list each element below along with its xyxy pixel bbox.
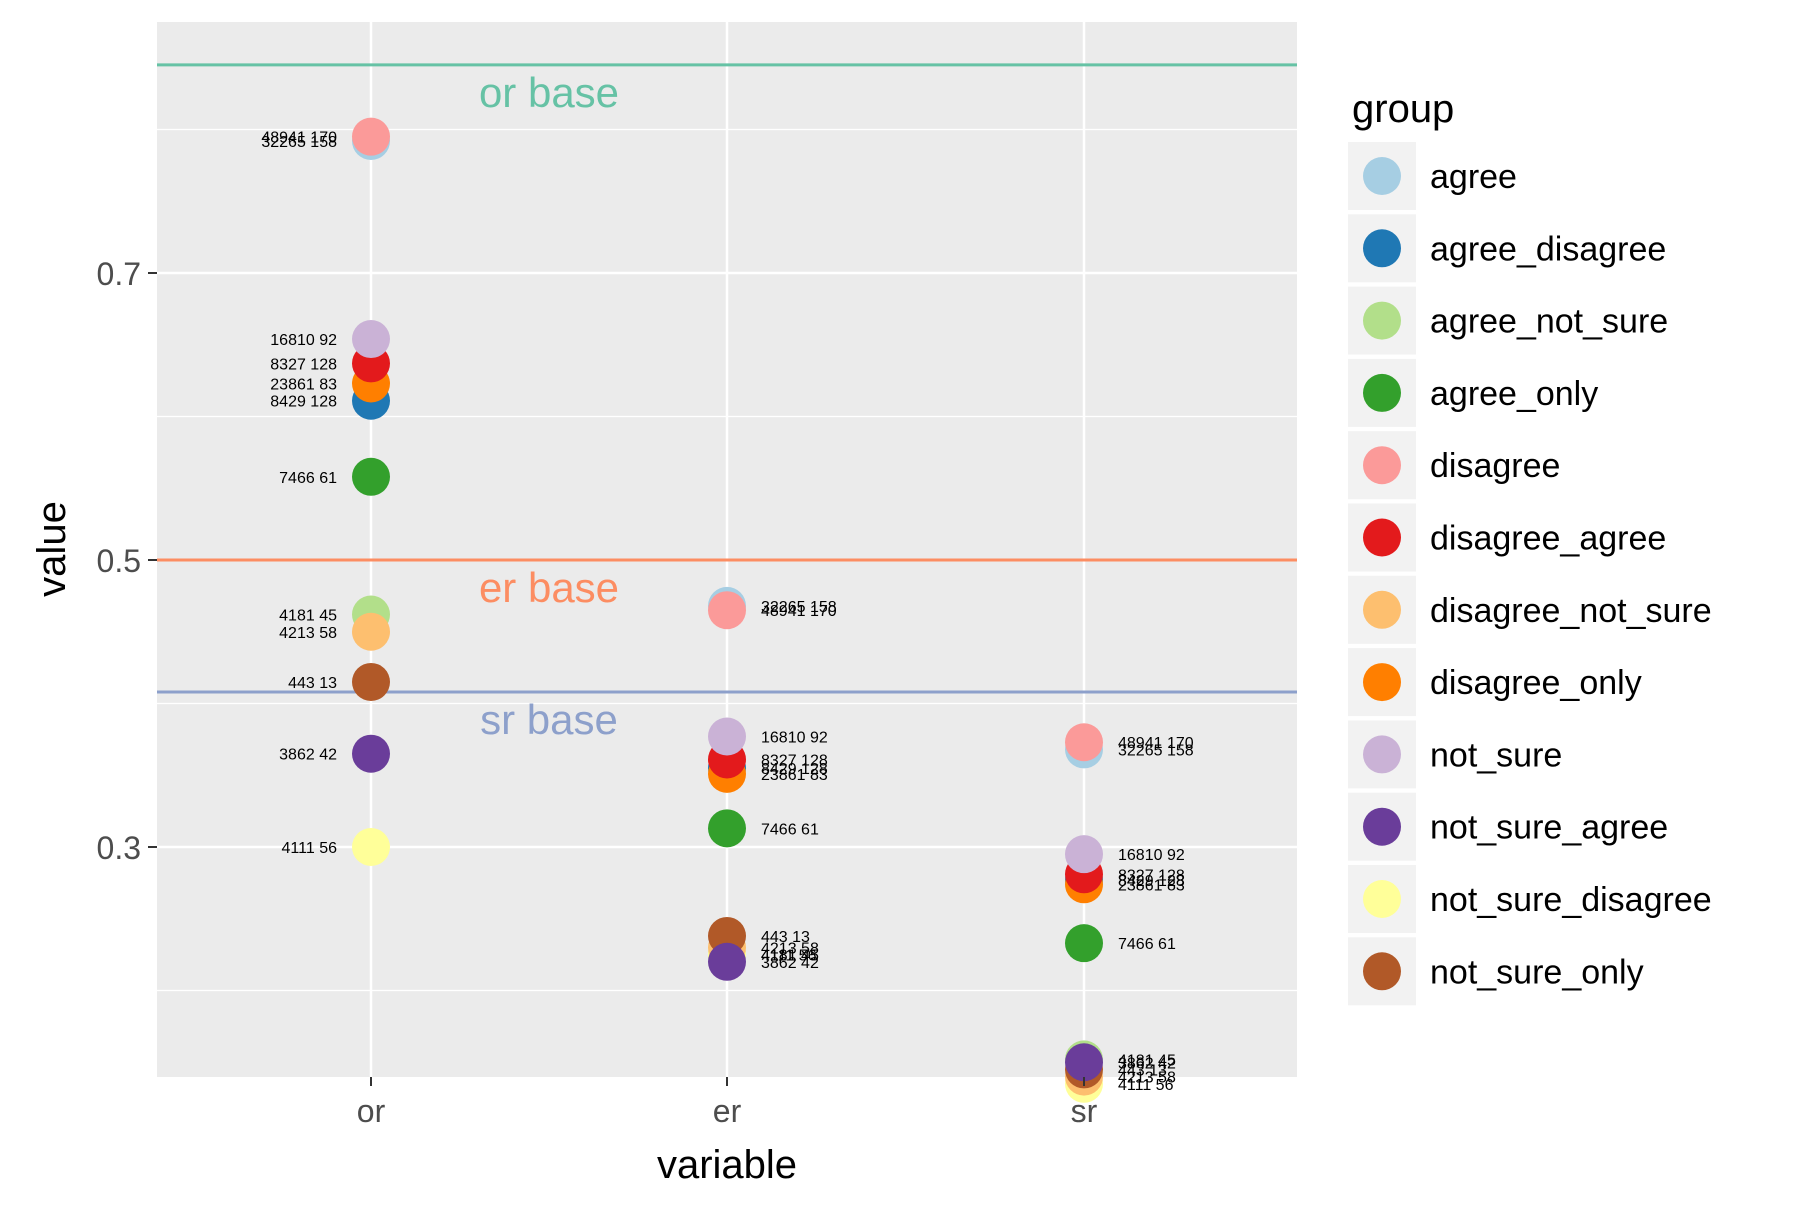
legend-swatch: [1363, 446, 1401, 485]
point-label: 23861 83: [1118, 877, 1185, 894]
point-label: 3862 42: [279, 747, 337, 764]
data-point: [352, 612, 390, 651]
data-point: [352, 662, 390, 701]
data-point: [352, 117, 390, 156]
data-point: [1065, 1043, 1103, 1082]
y-tick-label: 0.5: [97, 543, 141, 579]
point-label: 443 13: [1118, 1062, 1167, 1079]
reference-line-label: or base: [479, 69, 619, 116]
legend-swatch: [1363, 880, 1401, 918]
point-label: 32265 158: [761, 599, 837, 616]
point-label: 443 13: [288, 675, 337, 692]
point-label: 16810 92: [270, 332, 337, 349]
point-label: 443 13: [761, 929, 810, 946]
point-label: 48941 170: [1118, 735, 1194, 752]
legend-label: agree_disagree: [1430, 230, 1666, 268]
legend-title: group: [1352, 87, 1454, 131]
data-point: [708, 942, 746, 981]
point-label: 8327 128: [761, 752, 828, 769]
point-label: 32265 158: [1118, 742, 1194, 759]
legend-label: disagree_agree: [1430, 520, 1666, 558]
point-label: 48941 170: [261, 130, 337, 147]
legend-swatch: [1363, 229, 1401, 268]
point-label: 4181 45: [279, 608, 337, 625]
legend-swatch: [1363, 807, 1401, 846]
point-label: 4111 56: [1118, 1077, 1174, 1094]
point-label: 4111 56: [761, 948, 817, 965]
legend: group agree agree_disagree agree_not_surea…: [1348, 87, 1712, 1006]
legend-label: agree: [1430, 158, 1517, 196]
point-label: 16810 92: [761, 730, 828, 747]
data-point: [352, 457, 390, 496]
data-point: [1065, 835, 1103, 874]
legend-label: not_sure: [1430, 736, 1562, 774]
data-point: [352, 734, 390, 773]
point-label: 8327 128: [1118, 867, 1185, 884]
data-points: [352, 117, 1103, 1103]
legend-swatch: [1363, 518, 1401, 557]
legend-label: agree_not_sure: [1430, 303, 1668, 341]
legend-swatch: [1363, 590, 1401, 629]
legend-label: not_sure_only: [1430, 953, 1644, 991]
x-tick-label: sr: [1071, 1093, 1098, 1129]
point-label: 8429 128: [1118, 873, 1185, 890]
data-point: [1065, 924, 1103, 963]
data-point: [708, 717, 746, 756]
point-label: 4181 45: [1118, 1052, 1176, 1069]
data-point: [708, 809, 746, 848]
legend-label: disagree: [1430, 447, 1560, 485]
reference-lines: or base er base sr base: [157, 63, 1297, 743]
point-label: 48941 170: [761, 603, 837, 620]
point-label: 23861 83: [761, 767, 828, 784]
legend-swatch: [1363, 157, 1401, 195]
point-label: 4181 45: [761, 948, 819, 965]
x-tick-label: er: [713, 1093, 742, 1129]
legend-swatch: [1363, 735, 1401, 774]
point-label: 4111 56: [282, 840, 338, 857]
point-label: 3862 42: [1118, 1055, 1176, 1072]
data-point: [352, 828, 390, 866]
data-point: [352, 320, 390, 359]
x-tick-label: or: [357, 1093, 386, 1129]
point-labels: 32265 158 32265 158 32265 158 8429 128 8429 …: [261, 130, 1193, 1094]
point-label: 8429 128: [761, 761, 828, 778]
point-label: 4213 58: [1118, 1070, 1176, 1087]
point-label: 32265 158: [261, 134, 337, 151]
point-label: 7466 61: [1118, 936, 1176, 953]
y-tick-label: 0.7: [97, 256, 141, 292]
legend-label: not_sure_agree: [1430, 809, 1668, 847]
point-label: 8429 128: [270, 394, 337, 411]
point-label: 8327 128: [270, 356, 337, 373]
data-point: [708, 591, 746, 630]
reference-line-label: er base: [479, 564, 619, 611]
legend-label: disagree_not_sure: [1430, 592, 1712, 630]
x-axis-title: variable: [657, 1143, 797, 1187]
point-label: 7466 61: [761, 821, 819, 838]
legend-label: agree_only: [1430, 375, 1598, 413]
legend-swatch: [1363, 952, 1401, 991]
y-tick-label: 0.3: [97, 830, 141, 866]
legend-swatch: [1363, 663, 1401, 702]
point-label: 23861 83: [270, 376, 337, 393]
axes: 0.3 0.5 0.7 or er sr: [97, 256, 1098, 1129]
legend-label: not_sure_disagree: [1430, 881, 1712, 919]
legend-swatch: [1363, 301, 1401, 340]
reference-line-label: sr base: [480, 696, 618, 743]
point-label: 3862 42: [761, 955, 819, 972]
data-point: [1065, 723, 1103, 762]
point-label: 16810 92: [1118, 847, 1185, 864]
point-label: 7466 61: [279, 470, 337, 487]
y-axis-title: value: [30, 501, 74, 597]
point-label: 4213 58: [279, 625, 337, 642]
point-label: 4213 58: [761, 940, 819, 957]
legend-swatch: [1363, 373, 1401, 412]
legend-label: disagree_only: [1430, 664, 1642, 702]
